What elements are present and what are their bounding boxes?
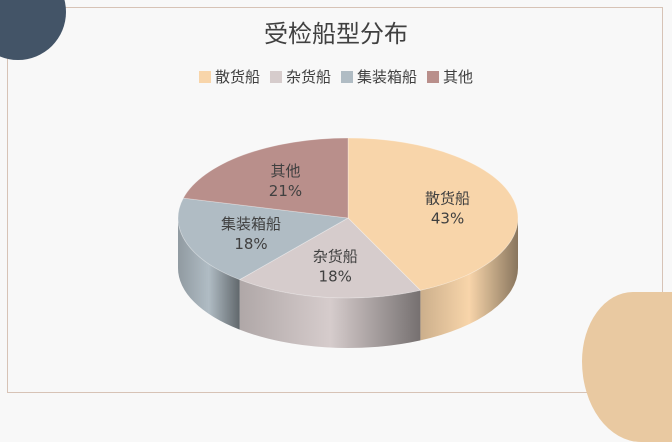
slice-label-category-0: 散货船	[425, 190, 470, 208]
legend-item-3: 其他	[427, 66, 473, 87]
legend-label-3: 其他	[443, 68, 474, 86]
slice-label-value-0: 43%	[431, 210, 464, 228]
chart-title: 受检船型分布	[264, 20, 408, 48]
pie-side-shade-2	[178, 218, 240, 330]
slice-label-value-2: 18%	[234, 235, 267, 253]
chart-frame	[7, 7, 663, 393]
slice-label-category-1: 杂货船	[313, 248, 358, 266]
legend-label-2: 集装箱船	[357, 68, 418, 86]
legend-swatch-1	[269, 70, 282, 83]
pie-chart: 散货船 43% 杂货船 18% 集装箱船 18% 其他 21%	[177, 137, 519, 348]
slice-label-category-3: 其他	[270, 162, 300, 180]
chart-legend: 散货船 杂货船 集装箱船 其他	[0, 66, 672, 87]
slice-label-value-3: 21%	[269, 182, 302, 200]
pie-slice-2	[177, 197, 350, 281]
legend-label-0: 散货船	[214, 68, 260, 86]
legend-item-0: 散货船	[198, 66, 260, 87]
legend-swatch-2	[341, 70, 353, 83]
legend-label-1: 杂货船	[285, 68, 331, 86]
pie-slice-0	[347, 137, 519, 291]
legend-swatch-0	[198, 70, 211, 83]
slice-label-category-2: 集装箱船	[221, 215, 281, 233]
pie-side-shade-1	[239, 279, 421, 348]
slice-label-value-1: 18%	[319, 268, 352, 286]
pie-slice-3	[182, 137, 349, 219]
pie-slice-1	[238, 217, 422, 299]
legend-swatch-3	[427, 70, 440, 83]
legend-item-1: 杂货船	[269, 66, 331, 87]
legend-item-2: 集装箱船	[341, 66, 417, 87]
pie-side-shade-0	[420, 218, 518, 341]
